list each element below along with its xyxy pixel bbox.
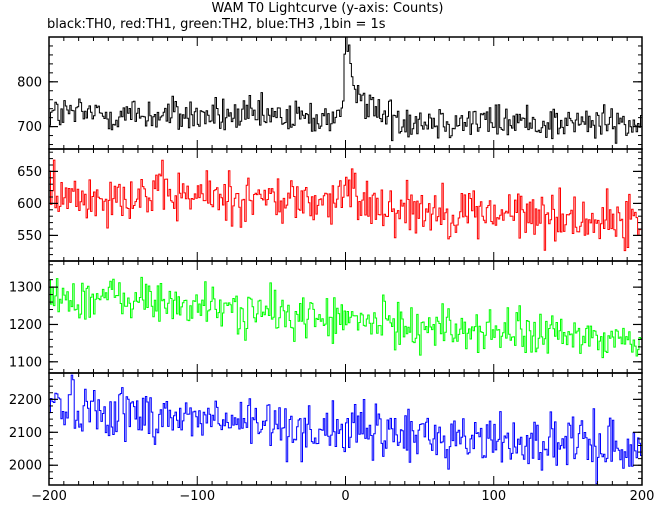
y-tick-label: 1300 [9,281,42,296]
x-tick-label: 100 [481,489,506,504]
series-th3-line [49,374,642,485]
y-tick-label: 2200 [9,393,42,408]
series-th1-line [49,159,642,252]
y-tick-label: 550 [17,229,42,244]
x-tick-label: −200 [31,489,67,504]
y-tick-label: 2000 [9,459,42,474]
chart-title: WAM T0 Lightcurve (y-axis: Counts) [211,1,444,16]
y-tick-label: 1100 [9,355,42,370]
y-tick-label: 2100 [9,426,42,441]
y-tick-label: 1200 [9,318,42,333]
x-tick-label: −100 [179,489,215,504]
x-tick-label: 200 [630,489,655,504]
chart-subtitle: black:TH0, red:TH1, green:TH2, blue:TH3 … [47,17,386,32]
y-tick-label: 700 [17,120,42,135]
series-th2-line [49,276,642,359]
y-tick-label: 650 [17,165,42,180]
series-th0-line [49,37,642,144]
y-tick-label: 600 [17,197,42,212]
y-tick-label: 800 [17,75,42,90]
x-tick-label: 0 [341,489,349,504]
